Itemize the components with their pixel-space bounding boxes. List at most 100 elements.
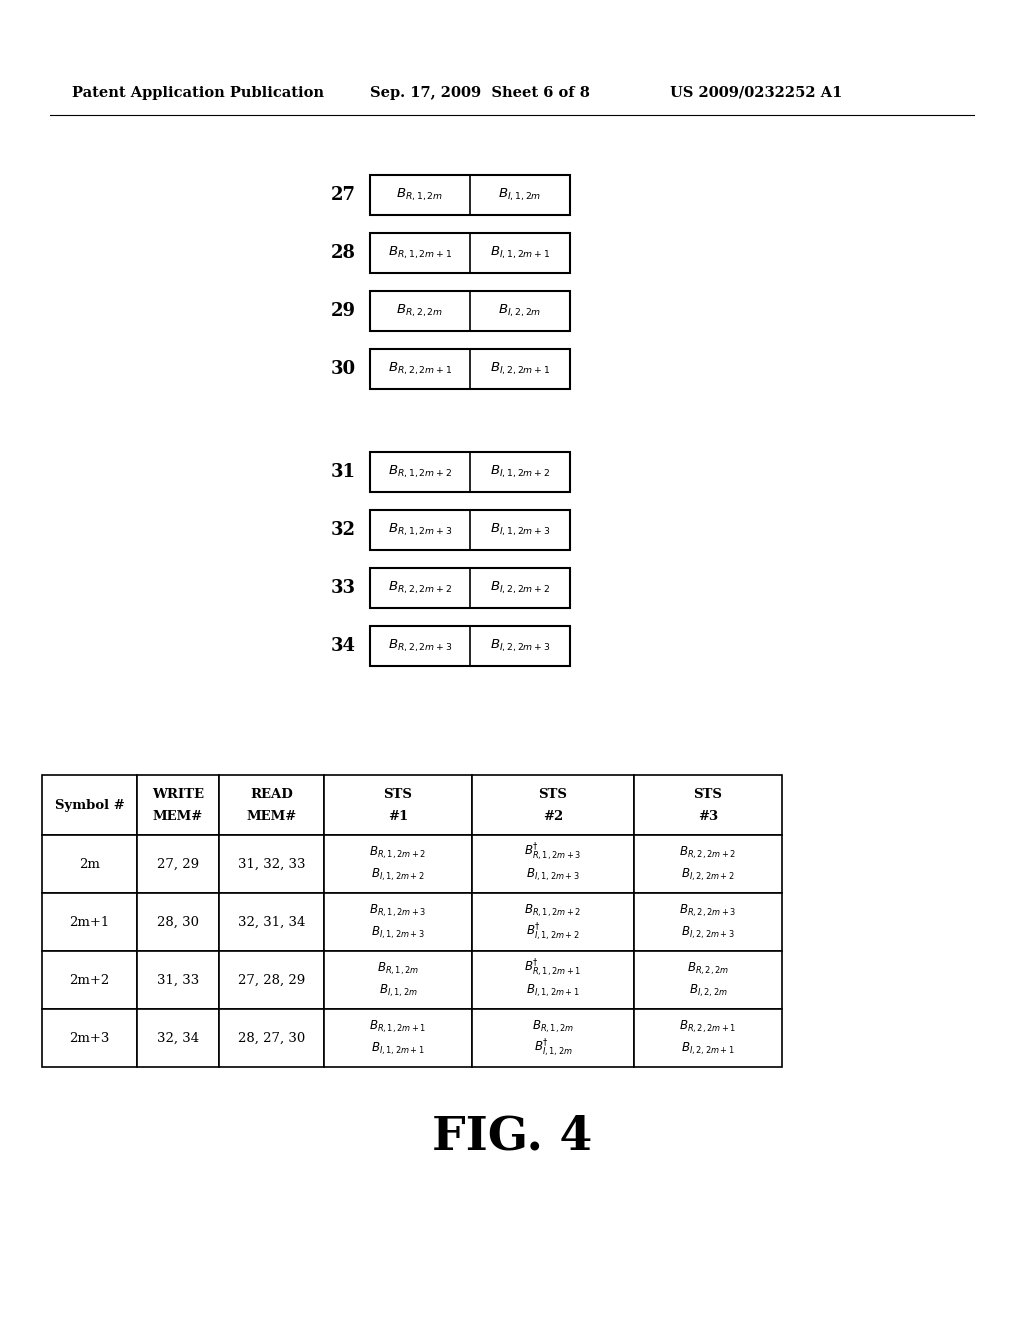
Text: $B_{I,1,2m+1}$: $B_{I,1,2m+1}$ xyxy=(489,244,550,261)
Bar xyxy=(42,894,137,950)
Text: $B_{R,1,2m}$: $B_{R,1,2m}$ xyxy=(377,960,419,977)
Text: $B_{R,1,2m}$: $B_{R,1,2m}$ xyxy=(532,1018,574,1035)
Text: $B_{I,1,2m}$: $B_{I,1,2m}$ xyxy=(499,187,542,203)
Text: 2m+1: 2m+1 xyxy=(70,916,110,928)
Bar xyxy=(472,1008,634,1067)
Text: #1: #1 xyxy=(388,810,409,824)
Text: $B_{I,1,2m+1}$: $B_{I,1,2m+1}$ xyxy=(526,982,580,999)
Bar xyxy=(324,775,472,836)
Text: $B_{I,2,2m+2}$: $B_{I,2,2m+2}$ xyxy=(681,866,735,883)
Text: 33: 33 xyxy=(331,579,356,597)
Bar xyxy=(42,1008,137,1067)
Bar xyxy=(472,950,634,1008)
Text: 2m: 2m xyxy=(79,858,100,870)
Bar xyxy=(137,1008,219,1067)
Bar xyxy=(137,836,219,894)
Text: 34: 34 xyxy=(331,638,356,655)
Text: 28, 30: 28, 30 xyxy=(157,916,199,928)
Bar xyxy=(370,176,570,215)
Text: $B_{R,1,2m+1}$: $B_{R,1,2m+1}$ xyxy=(370,1018,427,1035)
Bar xyxy=(137,950,219,1008)
Text: $B_{R,2,2m}$: $B_{R,2,2m}$ xyxy=(396,302,443,319)
Text: 27, 28, 29: 27, 28, 29 xyxy=(238,974,305,986)
Bar xyxy=(370,626,570,667)
Text: 27: 27 xyxy=(331,186,356,205)
Bar xyxy=(42,950,137,1008)
Bar xyxy=(219,894,324,950)
Text: $B_{I,1,2m}$: $B_{I,1,2m}$ xyxy=(379,982,418,999)
Text: #2: #2 xyxy=(543,810,563,824)
Text: $B_{R,2,2m+2}$: $B_{R,2,2m+2}$ xyxy=(388,579,452,597)
Text: STS: STS xyxy=(384,788,413,801)
Bar xyxy=(370,451,570,492)
Text: $B^{\dagger}_{I,1,2m}$: $B^{\dagger}_{I,1,2m}$ xyxy=(534,1038,572,1059)
Text: 2m+2: 2m+2 xyxy=(70,974,110,986)
Text: $B_{I,2,2m}$: $B_{I,2,2m}$ xyxy=(499,302,542,319)
Text: #3: #3 xyxy=(698,810,718,824)
Text: STS: STS xyxy=(693,788,723,801)
Text: 2m+3: 2m+3 xyxy=(70,1031,110,1044)
Text: $B_{I,1,2m+3}$: $B_{I,1,2m+3}$ xyxy=(489,521,550,539)
Text: $B_{I,2,2m}$: $B_{I,2,2m}$ xyxy=(689,982,727,999)
Bar xyxy=(370,568,570,609)
Text: $B_{R,2,2m+3}$: $B_{R,2,2m+3}$ xyxy=(680,902,736,919)
Bar xyxy=(370,510,570,550)
Text: $B_{R,1,2m+2}$: $B_{R,1,2m+2}$ xyxy=(524,902,582,919)
Text: $B_{I,1,2m+1}$: $B_{I,1,2m+1}$ xyxy=(371,1040,425,1056)
Text: $B_{I,2,2m+2}$: $B_{I,2,2m+2}$ xyxy=(489,579,550,597)
Text: 31, 32, 33: 31, 32, 33 xyxy=(238,858,305,870)
Bar xyxy=(370,290,570,331)
Text: 32: 32 xyxy=(331,521,356,539)
Text: FIG. 4: FIG. 4 xyxy=(432,1114,592,1160)
Text: $B^{\dagger}_{I,1,2m+2}$: $B^{\dagger}_{I,1,2m+2}$ xyxy=(526,921,580,944)
Text: 30: 30 xyxy=(331,360,356,378)
Bar xyxy=(42,775,137,836)
Bar xyxy=(324,1008,472,1067)
Text: WRITE: WRITE xyxy=(152,788,204,801)
Bar xyxy=(219,1008,324,1067)
Bar xyxy=(219,950,324,1008)
Text: $B_{R,2,2m+1}$: $B_{R,2,2m+1}$ xyxy=(680,1018,736,1035)
Bar xyxy=(634,775,782,836)
Text: 28: 28 xyxy=(331,244,356,261)
Bar xyxy=(42,836,137,894)
Text: $B_{R,1,2m}$: $B_{R,1,2m}$ xyxy=(396,187,443,203)
Text: STS: STS xyxy=(539,788,567,801)
Text: $B_{I,2,2m+1}$: $B_{I,2,2m+1}$ xyxy=(681,1040,735,1056)
Text: READ: READ xyxy=(250,788,293,801)
Bar xyxy=(324,836,472,894)
Text: $B_{I,1,2m+3}$: $B_{I,1,2m+3}$ xyxy=(526,866,580,883)
Text: $B_{R,1,2m+3}$: $B_{R,1,2m+3}$ xyxy=(370,902,427,919)
Text: 29: 29 xyxy=(331,302,356,319)
Bar xyxy=(324,950,472,1008)
Text: US 2009/0232252 A1: US 2009/0232252 A1 xyxy=(670,86,843,100)
Bar xyxy=(219,836,324,894)
Bar xyxy=(472,775,634,836)
Text: $B_{R,1,2m+2}$: $B_{R,1,2m+2}$ xyxy=(370,845,427,861)
Text: $B_{R,1,2m+1}$: $B_{R,1,2m+1}$ xyxy=(388,244,452,261)
Bar xyxy=(634,1008,782,1067)
Bar xyxy=(324,894,472,950)
Bar xyxy=(634,836,782,894)
Text: Sep. 17, 2009  Sheet 6 of 8: Sep. 17, 2009 Sheet 6 of 8 xyxy=(370,86,590,100)
Text: $B^{\dagger}_{R,1,2m+3}$: $B^{\dagger}_{R,1,2m+3}$ xyxy=(524,842,582,863)
Text: $B_{I,1,2m+2}$: $B_{I,1,2m+2}$ xyxy=(489,463,550,480)
Text: Patent Application Publication: Patent Application Publication xyxy=(72,86,324,100)
Text: $B_{R,2,2m+1}$: $B_{R,2,2m+1}$ xyxy=(388,360,452,378)
Text: $B_{R,2,2m+3}$: $B_{R,2,2m+3}$ xyxy=(388,638,453,655)
Text: $B_{I,2,2m+1}$: $B_{I,2,2m+1}$ xyxy=(489,360,550,378)
Text: $B_{R,1,2m+2}$: $B_{R,1,2m+2}$ xyxy=(388,463,452,480)
Text: $B_{I,1,2m+2}$: $B_{I,1,2m+2}$ xyxy=(371,866,425,883)
Text: 31: 31 xyxy=(331,463,356,480)
Text: Symbol #: Symbol # xyxy=(54,799,124,812)
Text: $B^{\dagger}_{R,1,2m+1}$: $B^{\dagger}_{R,1,2m+1}$ xyxy=(524,958,582,979)
Bar xyxy=(634,950,782,1008)
Bar xyxy=(137,894,219,950)
Bar xyxy=(370,234,570,273)
Text: 32, 34: 32, 34 xyxy=(157,1031,199,1044)
Text: 28, 27, 30: 28, 27, 30 xyxy=(238,1031,305,1044)
Text: 32, 31, 34: 32, 31, 34 xyxy=(238,916,305,928)
Text: 27, 29: 27, 29 xyxy=(157,858,199,870)
Bar xyxy=(219,775,324,836)
Text: $B_{I,1,2m+3}$: $B_{I,1,2m+3}$ xyxy=(371,924,425,941)
